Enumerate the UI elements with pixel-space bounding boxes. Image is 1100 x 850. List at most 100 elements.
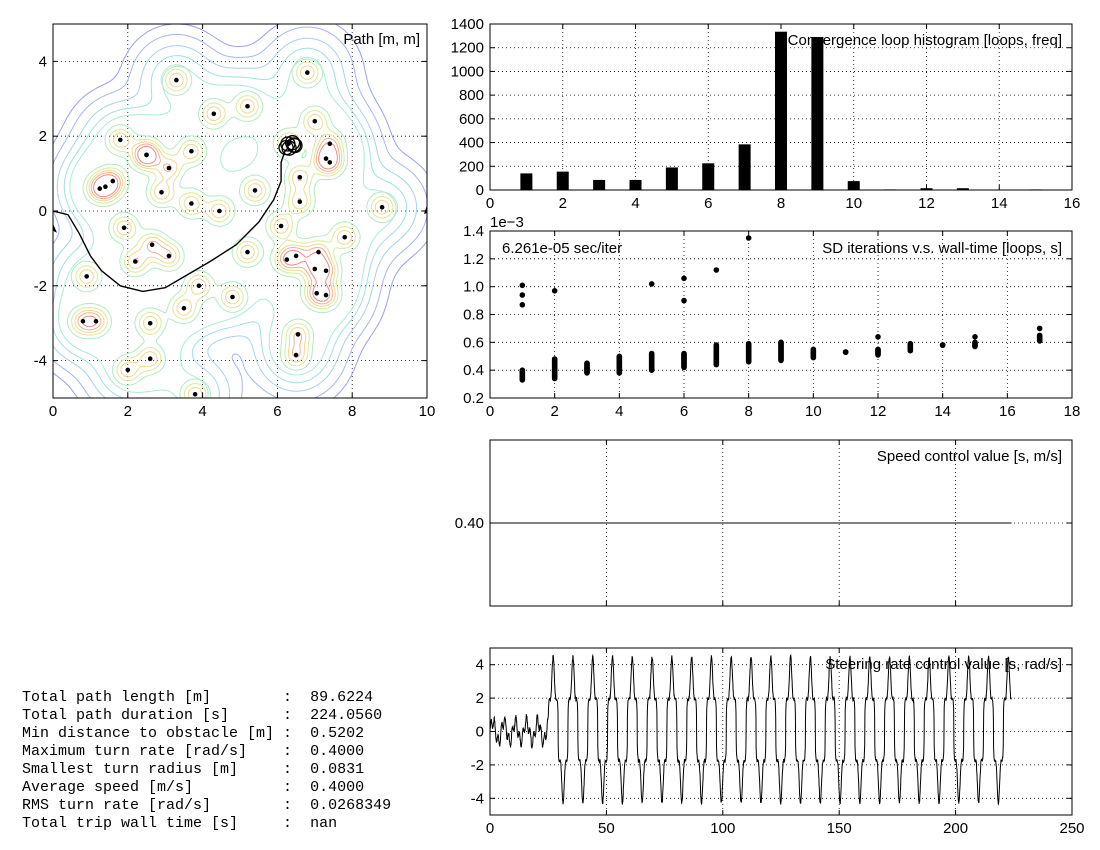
x-tick-label: 14: [934, 403, 951, 420]
obstacle-point: [196, 283, 202, 289]
obstacle-point: [166, 165, 172, 171]
contour-line: [71, 61, 394, 398]
x-tick-label: 200: [943, 820, 968, 837]
stats-row: Total path length [m] : 89.6224: [22, 689, 374, 706]
x-tick-label: 2: [124, 403, 132, 420]
iteration-point: [519, 302, 526, 308]
obstacle-point: [147, 320, 153, 326]
obstacle-point: [217, 208, 222, 214]
iterations-title: SD iterations v.s. wall-time [loops, s]: [822, 240, 1062, 257]
stats-value: 0.5202: [310, 725, 365, 742]
obstacle-point: [230, 294, 235, 300]
stats-value: nan: [310, 815, 338, 832]
obstacle-point: [286, 141, 291, 146]
y-tick-label: 800: [459, 87, 484, 104]
histogram-bar: [593, 179, 606, 190]
obstacle-point: [278, 223, 284, 229]
steering-line: [490, 653, 1012, 806]
histogram-bar: [665, 167, 678, 190]
histogram-chart: 0 2 4 6 8 10 12 14 16 0 200 400 600 800 1000 1200 1400 Co…: [451, 16, 1081, 212]
x-tick-label: 6: [704, 195, 712, 212]
path-chart-title: Path [m, m]: [343, 31, 420, 48]
iteration-point: [616, 353, 623, 360]
x-tick-label: 50: [598, 820, 615, 837]
x-tick-label: 16: [1064, 195, 1081, 212]
obstacle-point: [80, 319, 86, 324]
x-tick-label: 6: [680, 403, 688, 420]
contour-line: [58, 58, 397, 398]
obstacle-point: [159, 190, 164, 195]
stats-label: Min distance to obstacle [m]: [22, 725, 284, 742]
iterations-chart: 0 2 4 6 8 10 12 14 16 18 0.2 0.4 0.6 0.8 1.0 1.2 1.4 1e−3…: [463, 214, 1080, 420]
stats-value: 224.0560: [310, 707, 383, 724]
obstacle-point: [93, 319, 99, 324]
x-tick-label: 2: [550, 403, 558, 420]
stats-row: RMS turn rate [rad/s] : 0.0268349: [22, 797, 392, 814]
obstacle-point: [84, 274, 89, 279]
vehicle-path: [53, 146, 290, 293]
obstacle-point: [323, 268, 329, 274]
x-tick-label: 4: [198, 403, 206, 420]
stats-table: Total path length [m] : 89.6224 Total pat…: [22, 689, 391, 833]
stats-label: Smallest turn radius [m]: [22, 761, 284, 778]
iteration-point: [551, 288, 558, 294]
obstacle-point: [144, 152, 149, 158]
histogram-bar: [738, 144, 751, 190]
obstacle-point: [295, 332, 301, 337]
iteration-point: [972, 339, 978, 346]
histogram-bar: [956, 188, 969, 190]
obstacle-point: [342, 234, 348, 240]
x-tick-label: 14: [991, 195, 1008, 212]
obstacle-point: [110, 178, 116, 184]
obstacle-point: [323, 156, 329, 161]
contour-line: [53, 26, 427, 398]
obstacle-point: [293, 352, 299, 358]
obstacle-point: [252, 188, 258, 193]
histogram-bar: [556, 171, 569, 190]
obstacle-point: [147, 356, 153, 362]
histogram-bar: [702, 163, 715, 190]
y-offset-label: 1e−3: [490, 214, 524, 231]
obstacle-point: [149, 242, 155, 247]
obstacle-point: [211, 111, 217, 117]
y-tick-label: 0: [476, 182, 484, 199]
iteration-point: [875, 334, 881, 340]
iteration-point: [1036, 332, 1043, 339]
path-chart: 0 2 4 6 8 10 -4 -2 0 2 4 Path [m, m]: [34, 23, 435, 420]
y-tick-label: -2: [471, 757, 484, 774]
obstacle-point: [245, 249, 250, 255]
steering-title: Steering rate control value [s, rad/s]: [825, 656, 1062, 673]
obstacle-point: [125, 367, 131, 373]
obstacle-point: [297, 199, 303, 204]
start-marker: [53, 223, 57, 233]
stats-row: Total path duration [s] : 224.0560: [22, 707, 383, 724]
obstacle-point: [312, 266, 318, 272]
obstacle-point: [305, 70, 310, 75]
y-tick-label: 1.0: [463, 279, 484, 296]
iteration-point: [551, 356, 558, 362]
iteration-point: [907, 340, 914, 347]
y-tick-label: 0.4: [463, 362, 484, 379]
x-tick-label: 10: [805, 403, 822, 420]
steering-chart-frame: [489, 647, 1073, 816]
x-tick-label: 10: [845, 195, 862, 212]
obstacle-point: [323, 292, 329, 298]
obstacle-point: [121, 225, 127, 231]
path-loop: [281, 140, 297, 156]
obstacle-point: [314, 291, 320, 296]
x-tick-label: 4: [615, 403, 623, 420]
obstacle-point: [174, 77, 179, 83]
end-marker: [424, 205, 427, 214]
contour-line: [66, 56, 398, 398]
iteration-point: [745, 340, 752, 347]
x-tick-label: 0: [486, 820, 494, 837]
stats-row: Min distance to obstacle [m] : 0.5202: [22, 725, 365, 742]
obstacle-point: [181, 305, 187, 311]
x-tick-label: 18: [1064, 403, 1081, 420]
y-tick-label: 4: [39, 53, 47, 70]
obstacle-point: [316, 249, 321, 255]
y-tick-label: 200: [459, 158, 484, 175]
stats-label: Total trip wall time [s]: [22, 815, 284, 832]
y-tick-label: 0: [39, 203, 47, 220]
